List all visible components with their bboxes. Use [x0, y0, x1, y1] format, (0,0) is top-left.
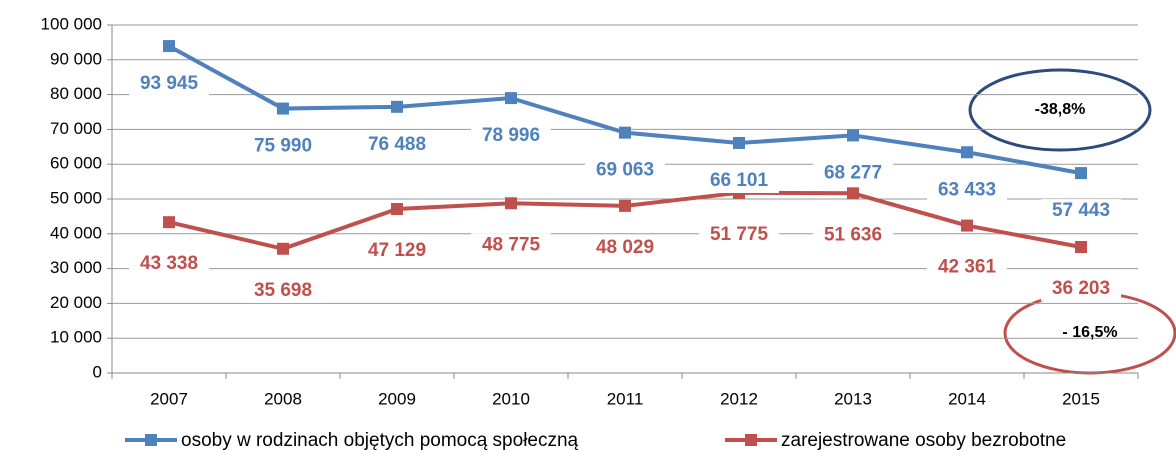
data-label: 51 775 [710, 224, 769, 245]
legend-marker [145, 434, 157, 446]
marker [1075, 241, 1087, 254]
label-bg [129, 72, 209, 97]
data-label: 42 361 [938, 257, 997, 278]
data-label: 63 433 [938, 179, 996, 200]
y-tick-label: 10 000 [50, 328, 102, 347]
data-label: 66 101 [710, 170, 769, 191]
marker [505, 197, 517, 210]
label-bg [243, 278, 323, 303]
label-bg [471, 233, 551, 258]
label-bg [1041, 277, 1121, 302]
marker [277, 242, 289, 255]
data-label: 36 203 [1052, 278, 1110, 299]
x-tick-label: 2013 [834, 389, 872, 408]
label-bg [813, 161, 893, 186]
label-bg [243, 134, 323, 159]
label-bg [129, 252, 209, 277]
data-label: 51 636 [824, 224, 882, 245]
x-tick-label: 2011 [607, 389, 644, 408]
label-bg [1041, 199, 1121, 224]
data-label: 69 063 [596, 160, 654, 181]
label-bg [585, 158, 665, 183]
data-label: 43 338 [140, 253, 198, 274]
annotation: - 16,5% [1062, 324, 1117, 341]
label-bg [927, 178, 1007, 203]
legend-label: osoby w rodzinach objętych pomocą społec… [181, 430, 579, 450]
y-tick-label: 80 000 [50, 84, 102, 103]
label-bg [927, 255, 1007, 280]
y-tick-label: 100 000 [41, 14, 102, 33]
marker [1075, 167, 1087, 180]
data-label: 78 996 [482, 125, 540, 146]
marker [391, 202, 403, 215]
x-tick-label: 2012 [720, 389, 758, 408]
marker [961, 146, 973, 159]
x-tick-label: 2015 [1062, 389, 1100, 408]
y-tick-label: 90 000 [50, 49, 102, 68]
y-tick-label: 20 000 [50, 293, 102, 312]
marker [847, 129, 859, 142]
legend-marker [745, 434, 757, 446]
label-bg [357, 238, 437, 263]
x-tick-label: 2008 [264, 389, 302, 408]
marker [961, 219, 973, 232]
data-label: 76 488 [368, 134, 426, 155]
data-label: 48 775 [482, 234, 541, 255]
label-bg [699, 168, 779, 193]
marker [163, 216, 175, 229]
data-label: 35 698 [254, 280, 312, 301]
data-label: 68 277 [824, 162, 882, 183]
label-bg [471, 124, 551, 149]
y-tick-label: 50 000 [50, 188, 102, 207]
marker [847, 187, 859, 200]
x-tick-label: 2007 [150, 389, 188, 408]
data-label: 75 990 [254, 136, 312, 157]
y-tick-label: 70 000 [50, 119, 102, 138]
marker [277, 102, 289, 115]
marker [391, 100, 403, 113]
label-bg [699, 222, 779, 247]
label-bg [585, 235, 665, 260]
label-bg [357, 132, 437, 157]
marker [733, 136, 745, 149]
data-label: 47 129 [368, 240, 426, 261]
annotation: -38,8% [1035, 101, 1086, 118]
data-label: 93 945 [140, 73, 199, 94]
data-label: 48 029 [596, 237, 654, 258]
legend-label: zarejestrowane osoby bezrobotne [781, 430, 1066, 450]
marker [505, 92, 517, 105]
annotation-ellipse [968, 68, 1152, 152]
marker [163, 40, 175, 53]
marker [619, 126, 631, 139]
label-bg [813, 223, 893, 248]
y-tick-label: 60 000 [50, 154, 102, 173]
data-label: 57 443 [1052, 200, 1110, 221]
marker [619, 199, 631, 212]
y-tick-label: 40 000 [50, 223, 102, 242]
y-tick-label: 30 000 [50, 258, 102, 277]
y-tick-label: 0 [93, 362, 102, 381]
x-tick-label: 2009 [378, 389, 416, 408]
x-tick-label: 2014 [948, 389, 986, 408]
x-tick-label: 2010 [492, 389, 530, 408]
